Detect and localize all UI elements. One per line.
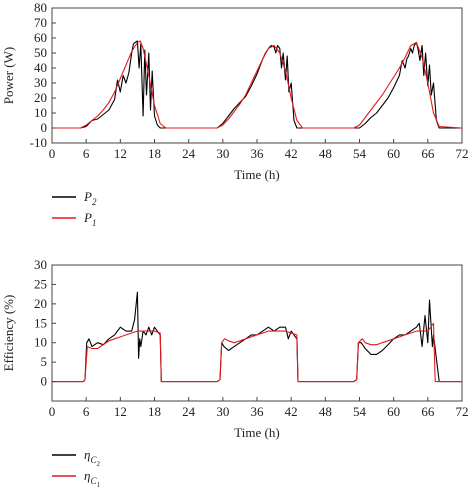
power-plot-area bbox=[51, 7, 463, 144]
efficiency-y-axis-label: Efficiency (%) bbox=[1, 295, 16, 372]
power-x-tick-label: 0 bbox=[49, 146, 56, 161]
efficiency-series-ηC2-line bbox=[52, 291, 462, 383]
efficiency-x-tick-label: 42 bbox=[285, 404, 298, 419]
power-y-tick-label: 70 bbox=[34, 15, 47, 30]
power-x-tick-label: 36 bbox=[251, 146, 265, 161]
efficiency-x-tick-label: 30 bbox=[216, 404, 229, 419]
power-y-tick-label: 30 bbox=[34, 75, 47, 90]
power-y-tick-label: 20 bbox=[34, 90, 47, 105]
power-x-tick-label: 66 bbox=[421, 146, 435, 161]
power-x-tick-label: 60 bbox=[387, 146, 400, 161]
efficiency-x-tick-label: 72 bbox=[456, 404, 469, 419]
power-y-axis-label: Power (W) bbox=[1, 47, 16, 104]
power-series-P1-line bbox=[52, 40, 463, 129]
efficiency-x-tick-label: 0 bbox=[49, 404, 56, 419]
power-x-tick-label: 48 bbox=[319, 146, 332, 161]
power-x-tick-label: 24 bbox=[182, 146, 196, 161]
efficiency-y-tick-label: 30 bbox=[34, 257, 47, 272]
efficiency-chart: 0 6 12 18 24 30 36 42 48 54 60 66 72 0 5 10 15 20 25 30 Ti… bbox=[1, 257, 469, 489]
efficiency-x-tick-label: 12 bbox=[114, 404, 127, 419]
power-y-tick-label: 80 bbox=[34, 0, 47, 15]
efficiency-y-tick-label: 5 bbox=[41, 354, 48, 369]
efficiency-y-tick-label: 10 bbox=[34, 335, 47, 350]
power-y-tick-label: 10 bbox=[34, 105, 47, 120]
efficiency-x-tick-label: 18 bbox=[148, 404, 161, 419]
power-x-tick-label: 6 bbox=[83, 146, 90, 161]
power-x-tick-label: 54 bbox=[353, 146, 367, 161]
legend-label-P2: P2 bbox=[83, 189, 97, 207]
legend-label-P1: P1 bbox=[83, 210, 96, 228]
efficiency-y-tick-label: 25 bbox=[34, 276, 47, 291]
efficiency-x-axis-label: Time (h) bbox=[234, 425, 279, 440]
power-x-tick-label: 12 bbox=[114, 146, 127, 161]
efficiency-series-ηC1-line bbox=[52, 322, 462, 383]
power-x-tick-label: 42 bbox=[285, 146, 298, 161]
power-series-P2-line bbox=[52, 40, 462, 129]
power-x-tick-label: 72 bbox=[456, 146, 469, 161]
power-y-tick-label: 60 bbox=[34, 30, 47, 45]
efficiency-x-tick-label: 66 bbox=[421, 404, 435, 419]
power-chart: 0 6 12 18 24 30 36 42 48 54 60 66 72 -10010203040506… bbox=[1, 0, 469, 228]
legend-label-ηC2: ηC2 bbox=[84, 447, 100, 468]
power-y-tick-label: -10 bbox=[30, 135, 47, 150]
power-x-axis-label: Time (h) bbox=[234, 167, 279, 182]
power-x-tick-label: 18 bbox=[148, 146, 161, 161]
efficiency-plot-area bbox=[51, 264, 463, 402]
efficiency-x-tick-label: 60 bbox=[387, 404, 400, 419]
efficiency-x-tick-label: 24 bbox=[182, 404, 196, 419]
power-y-tick-label: 0 bbox=[41, 120, 48, 135]
efficiency-y-tick-label: 0 bbox=[41, 374, 48, 389]
efficiency-y-tick-label: 15 bbox=[34, 315, 47, 330]
efficiency-x-tick-label: 36 bbox=[251, 404, 265, 419]
power-y-tick-label: 40 bbox=[34, 60, 47, 75]
power-x-tick-label: 30 bbox=[216, 146, 229, 161]
efficiency-y-tick-label: 20 bbox=[34, 296, 47, 311]
efficiency-x-tick-label: 48 bbox=[319, 404, 332, 419]
efficiency-x-tick-label: 54 bbox=[353, 404, 367, 419]
efficiency-x-tick-label: 6 bbox=[83, 404, 90, 419]
legend-label-ηC1: ηC1 bbox=[84, 468, 100, 489]
power-y-tick-label: 50 bbox=[34, 45, 47, 60]
